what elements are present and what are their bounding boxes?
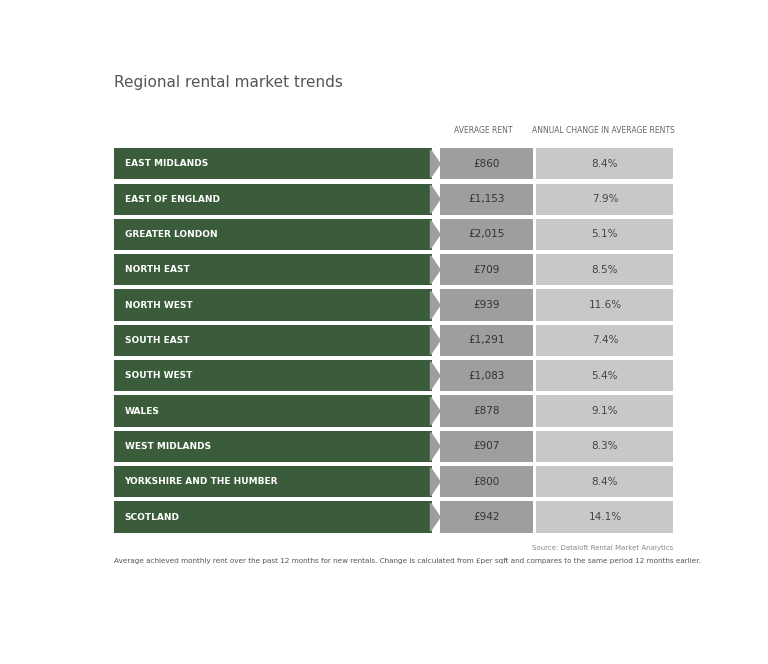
Text: Average achieved monthly rent over the past 12 months for new rentals. Change is: Average achieved monthly rent over the p… <box>114 558 700 564</box>
Text: 14.1%: 14.1% <box>588 512 621 522</box>
Polygon shape <box>431 362 440 390</box>
Text: 9.1%: 9.1% <box>591 406 618 416</box>
Bar <box>537 396 674 427</box>
Polygon shape <box>431 327 440 355</box>
Text: SOUTH WEST: SOUTH WEST <box>124 371 192 380</box>
Text: £907: £907 <box>474 442 500 452</box>
Bar <box>440 148 534 179</box>
Text: SOUTH EAST: SOUTH EAST <box>124 336 189 345</box>
Bar <box>440 501 534 533</box>
Bar <box>440 219 534 250</box>
Bar <box>114 466 432 497</box>
Bar <box>537 183 674 214</box>
Bar <box>114 501 432 533</box>
Text: GREATER LONDON: GREATER LONDON <box>124 230 217 239</box>
Text: 8.3%: 8.3% <box>591 442 618 452</box>
Text: ANNUAL CHANGE IN AVERAGE RENTS: ANNUAL CHANGE IN AVERAGE RENTS <box>532 126 675 135</box>
Text: NORTH WEST: NORTH WEST <box>124 301 192 309</box>
Bar <box>537 290 674 321</box>
Polygon shape <box>431 256 440 284</box>
Text: £878: £878 <box>474 406 500 416</box>
Text: AVERAGE RENT: AVERAGE RENT <box>454 126 512 135</box>
Text: £800: £800 <box>474 477 500 487</box>
Bar <box>114 183 432 214</box>
Text: £1,083: £1,083 <box>468 371 505 380</box>
Text: EAST MIDLANDS: EAST MIDLANDS <box>124 159 208 168</box>
Text: £709: £709 <box>474 265 500 275</box>
Text: Regional rental market trends: Regional rental market trends <box>114 75 343 90</box>
Bar <box>114 325 432 356</box>
Text: £2,015: £2,015 <box>468 230 505 240</box>
Bar <box>440 466 534 497</box>
Text: SCOTLAND: SCOTLAND <box>124 513 180 521</box>
Bar <box>537 431 674 462</box>
Bar <box>537 325 674 356</box>
Bar <box>114 219 432 250</box>
Bar <box>114 431 432 462</box>
Bar <box>537 360 674 391</box>
Bar <box>440 431 534 462</box>
Bar <box>537 254 674 286</box>
Text: 5.4%: 5.4% <box>591 371 618 380</box>
Text: 7.4%: 7.4% <box>591 335 618 345</box>
Polygon shape <box>431 432 440 460</box>
Text: Source: Dataloft Rental Market Analytics: Source: Dataloft Rental Market Analytics <box>532 545 674 551</box>
Text: 11.6%: 11.6% <box>588 300 621 310</box>
Polygon shape <box>431 397 440 425</box>
Polygon shape <box>431 467 440 496</box>
Text: NORTH EAST: NORTH EAST <box>124 266 190 274</box>
Bar <box>440 290 534 321</box>
Text: £1,291: £1,291 <box>468 335 505 345</box>
Text: WALES: WALES <box>124 406 160 416</box>
Bar <box>440 183 534 214</box>
Bar <box>114 396 432 427</box>
Polygon shape <box>431 503 440 531</box>
Polygon shape <box>431 185 440 213</box>
Text: £860: £860 <box>474 159 500 169</box>
Text: £942: £942 <box>474 512 500 522</box>
Bar <box>440 325 534 356</box>
Text: WEST MIDLANDS: WEST MIDLANDS <box>124 442 210 451</box>
Text: EAST OF ENGLAND: EAST OF ENGLAND <box>124 195 220 204</box>
Bar <box>114 360 432 391</box>
Text: YORKSHIRE AND THE HUMBER: YORKSHIRE AND THE HUMBER <box>124 477 278 486</box>
Bar <box>440 254 534 286</box>
Bar <box>440 360 534 391</box>
Text: 5.1%: 5.1% <box>591 230 618 240</box>
Text: £939: £939 <box>474 300 500 310</box>
Text: 8.4%: 8.4% <box>591 477 618 487</box>
Text: 8.4%: 8.4% <box>591 159 618 169</box>
Polygon shape <box>431 150 440 178</box>
Text: 7.9%: 7.9% <box>591 194 618 204</box>
Bar <box>537 219 674 250</box>
Bar <box>537 501 674 533</box>
Text: 8.5%: 8.5% <box>591 265 618 275</box>
Bar <box>440 396 534 427</box>
Bar <box>114 254 432 286</box>
Bar <box>114 148 432 179</box>
Text: £1,153: £1,153 <box>468 194 505 204</box>
Polygon shape <box>431 220 440 248</box>
Polygon shape <box>431 291 440 319</box>
Bar <box>537 148 674 179</box>
Bar <box>537 466 674 497</box>
Bar <box>114 290 432 321</box>
